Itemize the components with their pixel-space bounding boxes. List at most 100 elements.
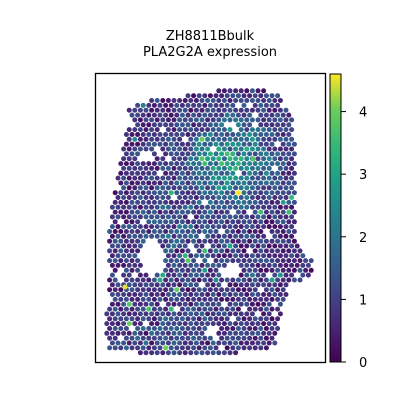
spot-point	[199, 185, 205, 191]
spot-point	[165, 243, 171, 249]
spot-point	[118, 190, 124, 196]
spot-point	[249, 282, 255, 288]
spot-point	[205, 340, 211, 346]
spot-point	[275, 229, 281, 234]
spot-point	[163, 161, 169, 167]
spot-point	[185, 151, 191, 157]
spot-point	[196, 248, 202, 254]
spot-point	[247, 190, 253, 196]
spot-point	[121, 311, 127, 317]
spot-point	[129, 209, 135, 215]
spot-point	[210, 224, 216, 230]
spot-point	[210, 107, 216, 113]
spot-point	[266, 175, 272, 181]
spot-point	[171, 185, 177, 191]
spot-point	[174, 151, 180, 157]
spot-point	[129, 248, 135, 254]
spot-point	[224, 190, 230, 196]
spot-point	[269, 267, 275, 273]
spot-point	[115, 282, 121, 288]
spot-point	[115, 321, 121, 327]
spot-point	[193, 107, 199, 113]
spot-point	[196, 170, 202, 176]
spot-point	[149, 292, 155, 297]
spot-point	[272, 340, 278, 346]
spot-point	[171, 233, 177, 239]
spot-point	[291, 190, 297, 196]
spot-point	[199, 224, 205, 230]
spot-point	[216, 253, 222, 259]
spot-point	[216, 340, 222, 346]
spot-point	[249, 311, 255, 317]
spot-point	[129, 151, 135, 157]
spot-point	[230, 132, 236, 137]
spot-point	[191, 277, 197, 283]
spot-point	[149, 311, 155, 317]
spot-point	[140, 238, 146, 244]
spot-point	[221, 165, 227, 171]
spot-point	[221, 262, 227, 268]
spot-point	[205, 136, 211, 142]
spot-point	[247, 141, 253, 147]
spot-point	[233, 233, 239, 239]
spot-point	[227, 175, 233, 181]
spot-point	[244, 146, 250, 152]
spot-point	[126, 156, 132, 162]
spot-point	[261, 233, 267, 239]
spot-point	[275, 161, 281, 167]
spot-point	[235, 326, 241, 331]
spot-point	[188, 292, 194, 297]
spot-point	[171, 330, 177, 336]
spot-point	[233, 301, 239, 307]
spot-point	[193, 253, 199, 259]
spot-point	[121, 233, 127, 239]
spot-point	[252, 219, 258, 225]
spot-point	[121, 185, 127, 191]
spot-point	[216, 311, 222, 317]
spot-point	[174, 112, 180, 118]
spot-point	[132, 185, 138, 191]
spot-point	[160, 243, 166, 249]
spot-point	[252, 258, 258, 264]
spot-point	[247, 180, 253, 186]
spot-point	[297, 248, 303, 254]
spot-point	[235, 132, 241, 137]
spot-point	[191, 258, 197, 264]
spot-point	[146, 122, 152, 128]
spot-point	[266, 253, 272, 259]
spot-point	[199, 311, 205, 317]
spot-point	[118, 326, 124, 331]
spot-point	[289, 253, 295, 259]
spot-point	[241, 161, 247, 167]
spot-point	[289, 224, 295, 230]
spot-point	[118, 209, 124, 215]
spot-point	[213, 345, 219, 351]
spot-point	[123, 229, 129, 234]
spot-point	[121, 301, 127, 307]
spot-point	[135, 170, 141, 176]
spot-point	[163, 238, 169, 244]
spot-point	[230, 258, 236, 264]
spot-point	[129, 161, 135, 167]
spot-point	[255, 107, 261, 113]
spot-point	[121, 321, 127, 327]
spot-point	[132, 262, 138, 268]
spot-point	[191, 141, 197, 147]
spot-point	[224, 277, 230, 283]
spot-point	[219, 277, 225, 283]
spot-point	[123, 335, 129, 341]
spot-point	[191, 122, 197, 128]
spot-point	[177, 262, 183, 268]
spot-point	[283, 136, 289, 142]
spot-point	[129, 267, 135, 273]
spot-point	[177, 301, 183, 307]
spot-point	[291, 141, 297, 147]
spot-point	[154, 292, 160, 297]
spot-point	[126, 107, 132, 113]
spot-point	[272, 204, 278, 210]
spot-point	[143, 282, 149, 288]
spot-point	[171, 282, 177, 288]
spot-point	[244, 253, 250, 259]
spot-point	[286, 180, 292, 186]
